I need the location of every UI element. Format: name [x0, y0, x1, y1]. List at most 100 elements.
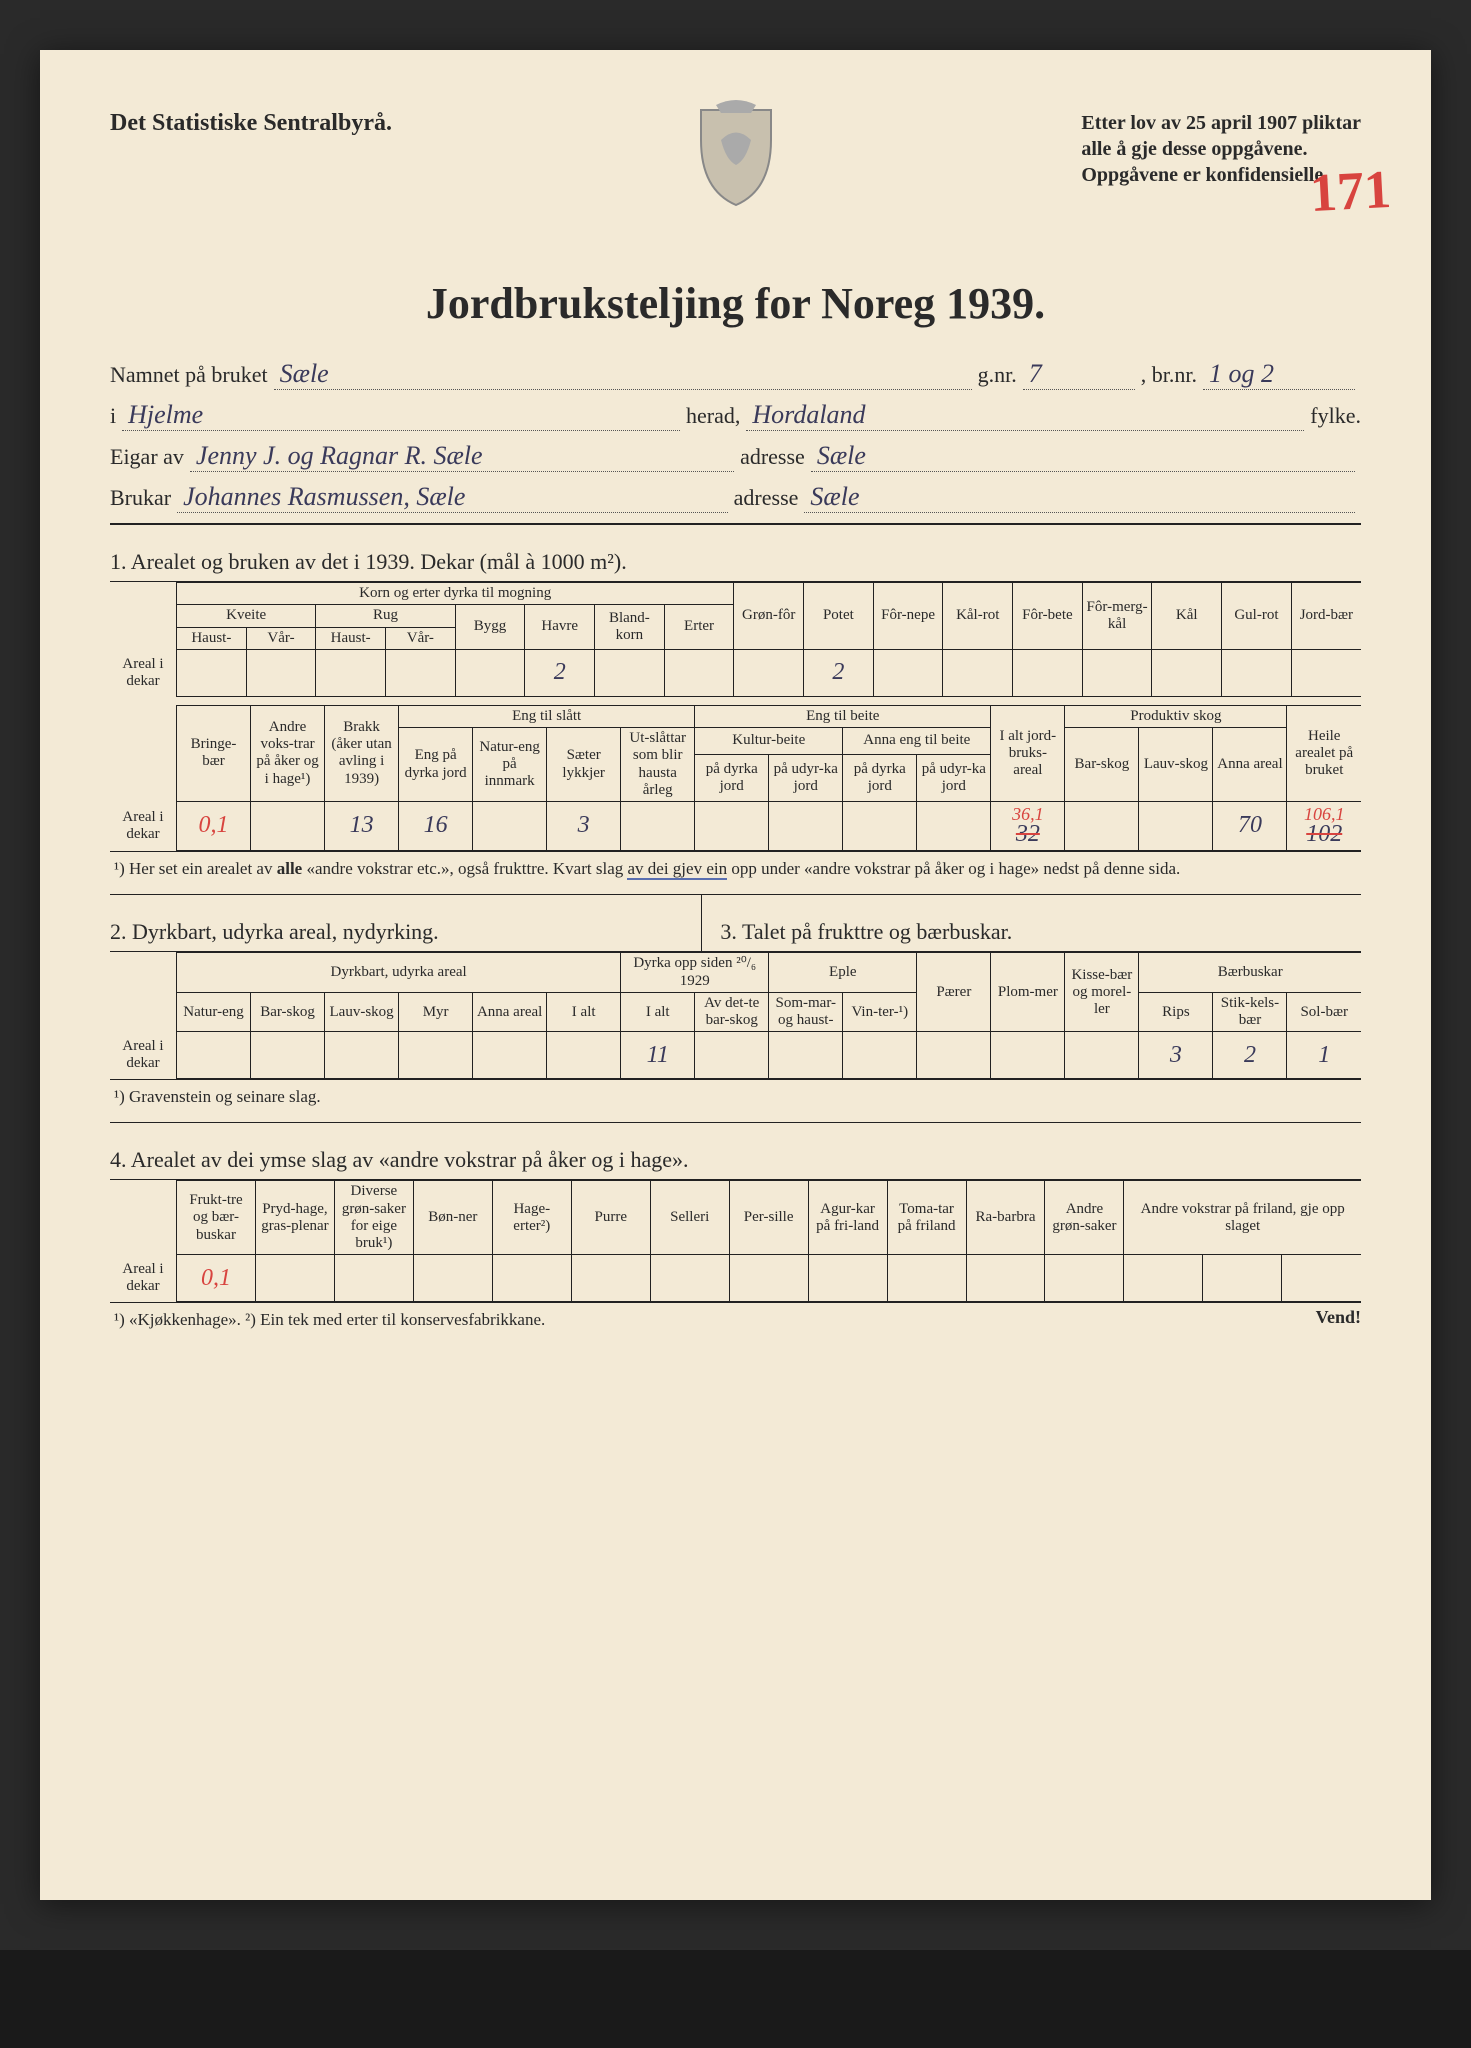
label: fylke. — [1310, 403, 1361, 429]
th: Stik-kels-bær — [1213, 992, 1287, 1032]
coat-of-arms-icon — [691, 100, 781, 210]
document-page: Det Statistiske Sentralbyrå. Etter lov a… — [40, 50, 1431, 1900]
cell-dyrka-ialt: 11 — [621, 1032, 695, 1079]
th: Heile arealet på bruket — [1287, 705, 1361, 801]
section3-heading: 3. Talet på frukttre og bærbuskar. — [720, 919, 1361, 945]
th: Eng på dyrka jord — [399, 728, 473, 802]
cell-ialt: 36,1 32 — [991, 802, 1065, 851]
th: Bar-skog — [1065, 728, 1139, 802]
th: Dyrkbart, udyrka areal — [177, 953, 621, 993]
label: Brukar — [110, 485, 171, 511]
th: Haust- — [316, 627, 386, 649]
th: Bringe-bær — [177, 705, 251, 801]
th: Eng til slått — [399, 705, 695, 727]
label: i — [110, 403, 116, 429]
field-brukar-adresse: Sæle — [804, 482, 1355, 513]
row-label: Areal i dekar — [110, 1032, 177, 1079]
th: Agur-kar på fri-land — [808, 1181, 887, 1255]
section-2-3-row: 2. Dyrkbart, udyrka areal, nydyrking. 3.… — [110, 895, 1361, 951]
document-title: Jordbruksteljing for Noreg 1939. — [110, 278, 1361, 329]
th: Andre grøn-saker — [1045, 1181, 1124, 1255]
th: Som-mar-og haust- — [769, 992, 843, 1032]
row-label: Areal i dekar — [110, 1255, 177, 1302]
turn-page-label: Vend! — [1316, 1307, 1361, 1331]
field-brukar: Johannes Rasmussen, Sæle — [177, 482, 728, 513]
cell-ialt-orig: 32 — [1016, 821, 1040, 847]
form-line-namnet: Namnet på bruket Sæle g.nr. 7 , br.nr. 1… — [110, 359, 1361, 390]
cell-heile: 106,1 102 — [1287, 802, 1361, 851]
th: Fôr-merg-kål — [1082, 583, 1152, 650]
th: Anna areal — [1213, 728, 1287, 802]
footnote-23: ¹) Gravenstein og seinare slag. — [110, 1086, 1361, 1108]
th: Dyrka opp siden ²⁰/₆ 1929 — [621, 953, 769, 993]
th: Lauv-skog — [325, 992, 399, 1032]
th: I alt — [621, 992, 695, 1032]
section4-heading: 4. Arealet av dei ymse slag av «andre vo… — [110, 1147, 1361, 1173]
th: Anna eng til beite — [843, 728, 991, 755]
th: Gul-rot — [1222, 583, 1292, 650]
th: Eng til beite — [695, 705, 991, 727]
th: Sæter lykkjer — [547, 728, 621, 802]
th: Grøn-fôr — [734, 583, 804, 650]
label: Namnet på bruket — [110, 362, 268, 388]
field-fylke: Hordaland — [746, 400, 1304, 431]
th: Pryd-hage, gras-plenar — [255, 1181, 334, 1255]
label: , br.nr. — [1141, 362, 1197, 388]
label: herad, — [686, 403, 740, 429]
th: Lauv-skog — [1139, 728, 1213, 802]
cell-frukt: 0,1 — [177, 1255, 256, 1302]
cell-heile-orig: 102 — [1306, 821, 1342, 847]
th: Bar-skog — [251, 992, 325, 1032]
field-brnr: 1 og 2 — [1203, 359, 1355, 390]
th: Selleri — [650, 1181, 729, 1255]
cell-potet: 2 — [804, 649, 874, 696]
form-line-herad: i Hjelme herad, Hordaland fylke. — [110, 400, 1361, 431]
th: Erter — [664, 605, 734, 650]
th: på udyr-ka jord — [917, 754, 991, 801]
cell-anna: 70 — [1213, 802, 1287, 851]
th: I alt jord-bruks-areal — [991, 705, 1065, 801]
th: Havre — [525, 605, 595, 650]
th: Anna areal — [473, 992, 547, 1032]
th: Frukt-tre og bær-buskar — [177, 1181, 256, 1255]
cell-stik: 2 — [1213, 1032, 1287, 1079]
th: Produktiv skog — [1065, 705, 1287, 727]
th: Potet — [804, 583, 874, 650]
legal-line: alle å gje desse oppgåvene. — [1081, 136, 1361, 162]
cell-eng-dyrka: 16 — [399, 802, 473, 851]
th: Per-sille — [729, 1181, 808, 1255]
cell-rips: 3 — [1139, 1032, 1213, 1079]
field-eigar-adresse: Sæle — [811, 441, 1355, 472]
field-namnet: Sæle — [274, 359, 972, 390]
table-1b: Bringe-bær Andre voks-trar på åker og i … — [110, 705, 1361, 852]
label: adresse — [734, 485, 799, 511]
th: Kisse-bær og morel-ler — [1065, 953, 1139, 1032]
cell-bringe: 0,1 — [177, 802, 251, 851]
th: Purre — [571, 1181, 650, 1255]
header-row: Det Statistiske Sentralbyrå. Etter lov a… — [110, 110, 1361, 188]
row-label: Areal i dekar — [110, 649, 177, 696]
form-line-brukar: Brukar Johannes Rasmussen, Sæle adresse … — [110, 482, 1361, 513]
table-2-3: Dyrkbart, udyrka areal Dyrka opp siden ²… — [110, 952, 1361, 1079]
footnote-1: ¹) Her set ein arealet av alle «andre vo… — [110, 858, 1361, 880]
th: Natur-eng på innmark — [473, 728, 547, 802]
th: Kål — [1152, 583, 1222, 650]
th: Fôr-bete — [1013, 583, 1083, 650]
table-1a: Korn og erter dyrka til mogning Grøn-fôr… — [110, 582, 1361, 697]
th: Kultur-beite — [695, 728, 843, 755]
th: Rips — [1139, 992, 1213, 1032]
th: Bygg — [455, 605, 525, 650]
th: I alt — [547, 992, 621, 1032]
th: Eple — [769, 953, 917, 993]
th: på dyrka jord — [695, 754, 769, 801]
th: Pærer — [917, 953, 991, 1032]
cell-saeter: 3 — [547, 802, 621, 851]
field-eigar: Jenny J. og Ragnar R. Sæle — [190, 441, 734, 472]
label: g.nr. — [978, 362, 1017, 388]
legal-line: Etter lov av 25 april 1907 pliktar — [1081, 110, 1361, 136]
label: Eigar av — [110, 444, 184, 470]
th: Diverse grøn-saker for eige bruk¹) — [334, 1181, 413, 1255]
th: Fôr-nepe — [873, 583, 943, 650]
th: Bland-korn — [595, 605, 665, 650]
table-4: Frukt-tre og bær-buskar Pryd-hage, gras-… — [110, 1180, 1361, 1302]
